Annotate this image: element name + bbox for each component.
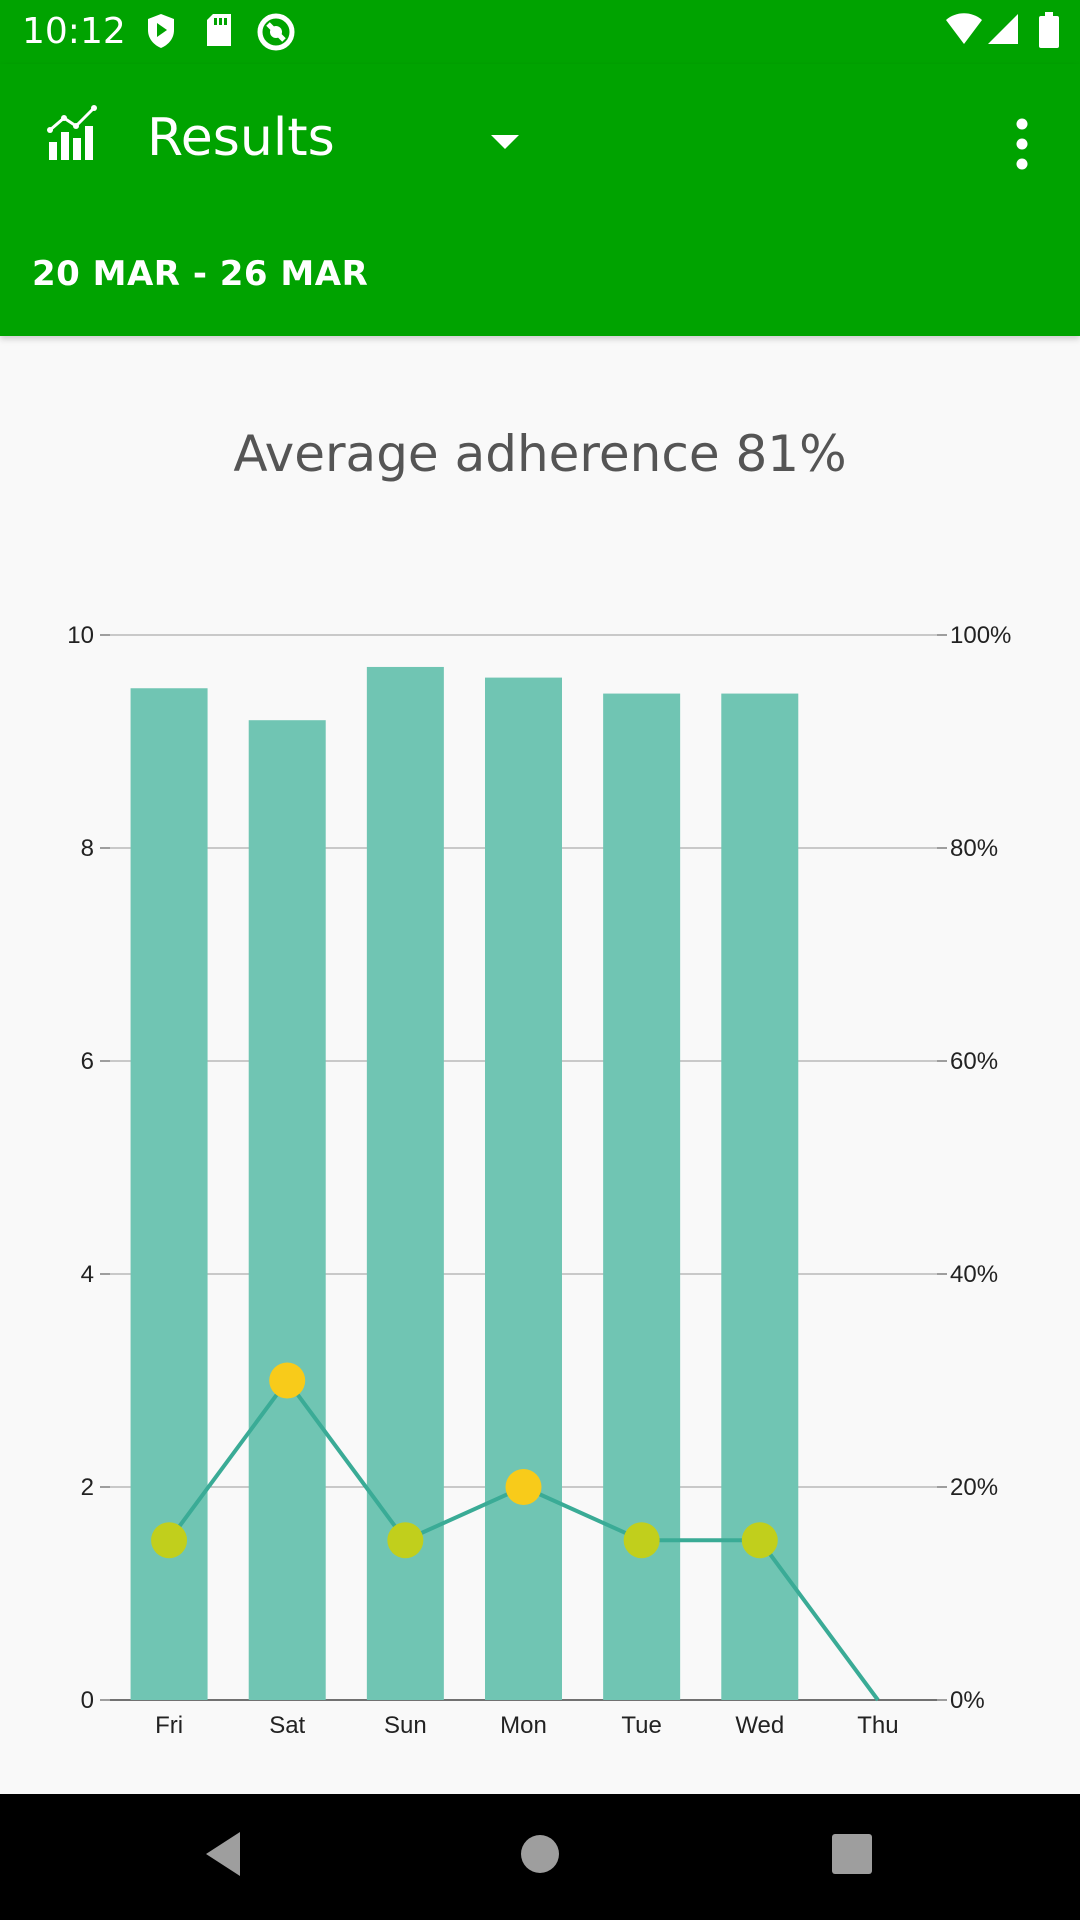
status-bar: 10:12 <box>0 0 1080 64</box>
play-protect-icon <box>148 14 174 48</box>
sd-card-icon <box>207 14 231 46</box>
y-left-tick-label: 2 <box>81 1474 94 1501</box>
chart-title: Average adherence 81% <box>233 425 847 483</box>
line-point <box>151 1522 188 1559</box>
y-right-tick-label: 0% <box>950 1687 985 1714</box>
line-point <box>505 1469 542 1505</box>
bar <box>485 677 562 1700</box>
home-icon[interactable] <box>515 1824 565 1884</box>
signal-icon <box>988 14 1018 44</box>
y-left-tick-label: 4 <box>81 1261 94 1288</box>
line-point <box>623 1522 660 1559</box>
x-tick-label: Tue <box>621 1712 661 1739</box>
line-point <box>741 1522 778 1559</box>
x-tick-label: Wed <box>735 1712 784 1739</box>
dropdown-arrow-icon[interactable] <box>480 122 530 162</box>
date-range[interactable]: 20 MAR - 26 MAR <box>32 254 369 294</box>
recents-icon[interactable] <box>828 1824 876 1884</box>
sync-icon <box>257 13 295 51</box>
more-vert-icon[interactable] <box>998 112 1046 176</box>
y-right-tick-label: 80% <box>950 835 998 862</box>
x-tick-label: Mon <box>500 1712 547 1739</box>
x-tick-label: Sun <box>384 1712 427 1739</box>
x-tick-label: Sat <box>269 1712 305 1739</box>
navigation-bar <box>0 1794 1080 1920</box>
x-tick-label: Fri <box>155 1712 183 1739</box>
y-left-tick-label: 6 <box>81 1048 94 1075</box>
battery-icon <box>1039 12 1059 48</box>
back-icon[interactable] <box>200 1824 248 1884</box>
chart-icon <box>47 105 97 160</box>
adherence-chart: 0 0% 2 20% 4 40% 6 60% 8 80% 10 100% Fri Sat Sun Mon Tue… <box>67 622 1011 1739</box>
line-point <box>269 1362 306 1399</box>
y-left-tick-label: 10 <box>67 622 94 649</box>
x-tick-label: Thu <box>857 1712 898 1739</box>
bar <box>248 720 326 1700</box>
y-right-tick-label: 40% <box>950 1261 998 1288</box>
line-point <box>387 1522 424 1559</box>
app-bar: Results 20 MAR - 26 MAR <box>0 64 1080 336</box>
y-left-tick-label: 0 <box>81 1687 94 1714</box>
y-right-tick-label: 60% <box>950 1048 998 1075</box>
y-right-tick-label: 20% <box>950 1474 998 1501</box>
wifi-icon <box>946 13 982 44</box>
y-right-tick-label: 100% <box>950 622 1011 649</box>
status-time: 10:12 <box>22 11 126 52</box>
page-title: Results <box>147 108 335 168</box>
y-left-tick-label: 8 <box>81 835 94 862</box>
